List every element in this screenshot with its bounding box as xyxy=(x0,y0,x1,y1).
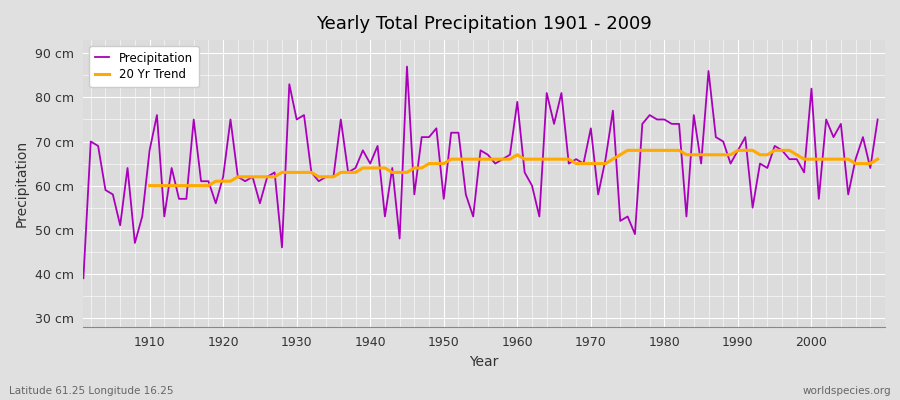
Title: Yearly Total Precipitation 1901 - 2009: Yearly Total Precipitation 1901 - 2009 xyxy=(316,15,652,33)
20 Yr Trend xyxy=(144,183,155,188)
20 Yr Trend xyxy=(872,157,883,162)
Text: Latitude 61.25 Longitude 16.25: Latitude 61.25 Longitude 16.25 xyxy=(9,386,174,396)
20 Yr Trend xyxy=(284,170,294,175)
Precipitation xyxy=(343,170,354,175)
Precipitation xyxy=(519,170,530,175)
Precipitation xyxy=(608,108,618,113)
Precipitation xyxy=(512,100,523,104)
X-axis label: Year: Year xyxy=(470,355,499,369)
Line: Precipitation: Precipitation xyxy=(84,66,878,278)
20 Yr Trend xyxy=(842,157,853,162)
Y-axis label: Precipitation: Precipitation xyxy=(15,140,29,227)
Line: 20 Yr Trend: 20 Yr Trend xyxy=(149,150,877,186)
Text: worldspecies.org: worldspecies.org xyxy=(803,386,891,396)
Legend: Precipitation, 20 Yr Trend: Precipitation, 20 Yr Trend xyxy=(89,46,199,87)
20 Yr Trend xyxy=(519,157,530,162)
20 Yr Trend xyxy=(821,157,832,162)
Precipitation xyxy=(299,113,310,118)
20 Yr Trend xyxy=(313,174,324,179)
Precipitation xyxy=(401,64,412,69)
Precipitation xyxy=(137,214,148,219)
Precipitation xyxy=(78,276,89,281)
20 Yr Trend xyxy=(578,161,589,166)
Precipitation xyxy=(872,117,883,122)
20 Yr Trend xyxy=(622,148,633,153)
